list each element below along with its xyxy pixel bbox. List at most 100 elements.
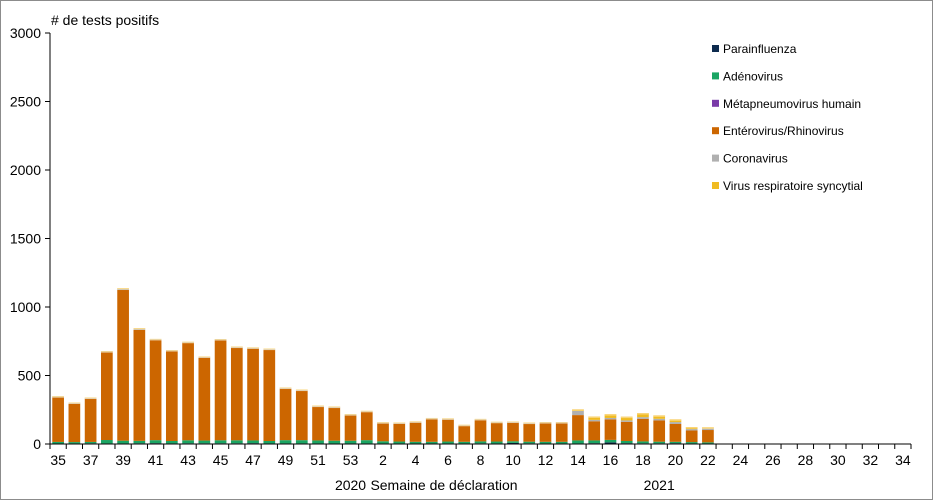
bar-segment: [280, 440, 292, 443]
bar-segment: [540, 423, 552, 441]
bar-segment: [85, 442, 97, 443]
y-tick-label: 1000: [10, 299, 41, 315]
bar-segment: [328, 408, 340, 441]
bar-segment: [442, 442, 454, 444]
legend-swatch: [712, 182, 719, 189]
x-tick-label: 24: [733, 452, 749, 468]
bar-top-edge: [686, 427, 698, 429]
bar-segment: [523, 424, 535, 442]
bar-segment: [523, 442, 535, 444]
bar-top-edge: [198, 356, 210, 358]
legend-label: Parainfluenza: [723, 42, 797, 56]
bar-segment: [588, 421, 600, 440]
bar-segment: [215, 340, 227, 440]
bar-segment: [263, 441, 275, 443]
bar-segment: [117, 290, 129, 441]
bar-segment: [198, 358, 210, 441]
bar-top-edge: [442, 418, 454, 420]
x-tick-label: 53: [343, 452, 359, 468]
bar-segment: [280, 389, 292, 440]
bar-segment: [621, 422, 633, 441]
bar-segment: [702, 430, 714, 442]
x-tick-label: 41: [148, 452, 164, 468]
x-tick-label: 45: [213, 452, 229, 468]
bar-segment: [410, 423, 422, 442]
bar-segment: [134, 441, 146, 443]
bar-segment: [263, 350, 275, 441]
x-tick-label: 10: [505, 452, 521, 468]
bar-segment: [588, 420, 600, 421]
bar-segment: [345, 415, 357, 440]
x-tick-label: 16: [603, 452, 619, 468]
bar-segment: [458, 426, 470, 442]
bar-segment: [393, 424, 405, 442]
bar-segment: [393, 442, 405, 444]
bar-top-edge: [328, 407, 340, 409]
bar-top-edge: [215, 339, 227, 341]
x-tick-label: 4: [412, 452, 420, 468]
legend-label: Coronavirus: [723, 152, 788, 166]
bar-segment: [621, 441, 633, 443]
bar-segment: [653, 442, 665, 444]
legend-label: Virus respiratoire syncytial: [723, 179, 863, 193]
bar-segment: [588, 440, 600, 443]
bar-segment: [702, 442, 714, 443]
bar-top-edge: [540, 422, 552, 424]
bar-segment: [312, 407, 324, 441]
bar-top-edge: [393, 422, 405, 424]
bar-segment: [491, 442, 503, 444]
bar-top-edge: [605, 414, 617, 416]
bar-segment: [231, 348, 243, 440]
bar-segment: [556, 442, 568, 444]
bar-segment: [361, 440, 373, 443]
bar-segment: [377, 423, 389, 441]
bar-top-edge: [247, 347, 259, 349]
bar-segment: [637, 419, 649, 442]
x-tick-label: 35: [50, 452, 66, 468]
legend-swatch: [712, 100, 719, 107]
bar-segment: [182, 440, 194, 443]
bar-top-edge: [637, 413, 649, 415]
bar-top-edge: [117, 288, 129, 290]
bar-segment: [231, 440, 243, 443]
x-tick-label: 6: [444, 452, 452, 468]
x-tick-label: 43: [180, 452, 196, 468]
bar-segment: [670, 422, 682, 424]
bar-top-edge: [263, 349, 275, 351]
bar-segment: [426, 442, 438, 444]
bar-top-edge: [410, 421, 422, 423]
bar-segment: [475, 441, 487, 443]
bar-top-edge: [166, 350, 178, 352]
x-tick-label: 14: [570, 452, 586, 468]
bar-segment: [247, 349, 259, 441]
bar-segment: [247, 440, 259, 443]
bar-top-edge: [621, 417, 633, 419]
bar-top-edge: [475, 419, 487, 421]
bar-top-edge: [523, 423, 535, 425]
bar-segment: [507, 423, 519, 441]
bar-segment: [101, 352, 113, 440]
bar-segment: [134, 330, 146, 441]
bar-segment: [69, 442, 81, 443]
year-label: 2021: [644, 477, 675, 493]
bar-segment: [442, 420, 454, 442]
legend-label: Adénovirus: [723, 69, 783, 83]
bar-top-edge: [426, 418, 438, 420]
bar-segment: [572, 440, 584, 443]
bar-top-edge: [101, 351, 113, 353]
legend-label: Entérovirus/Rhinovirus: [723, 124, 844, 138]
x-tick-label: 37: [83, 452, 99, 468]
bar-segment: [101, 440, 113, 443]
x-tick-label: 26: [765, 452, 781, 468]
bar-top-edge: [572, 409, 584, 411]
bar-top-edge: [182, 342, 194, 344]
x-tick-label: 8: [477, 452, 485, 468]
bar-segment: [312, 440, 324, 443]
bar-top-edge: [670, 419, 682, 421]
bar-top-edge: [458, 425, 470, 427]
bar-top-edge: [491, 422, 503, 424]
bar-segment: [637, 417, 649, 419]
legend-swatch: [712, 45, 719, 52]
